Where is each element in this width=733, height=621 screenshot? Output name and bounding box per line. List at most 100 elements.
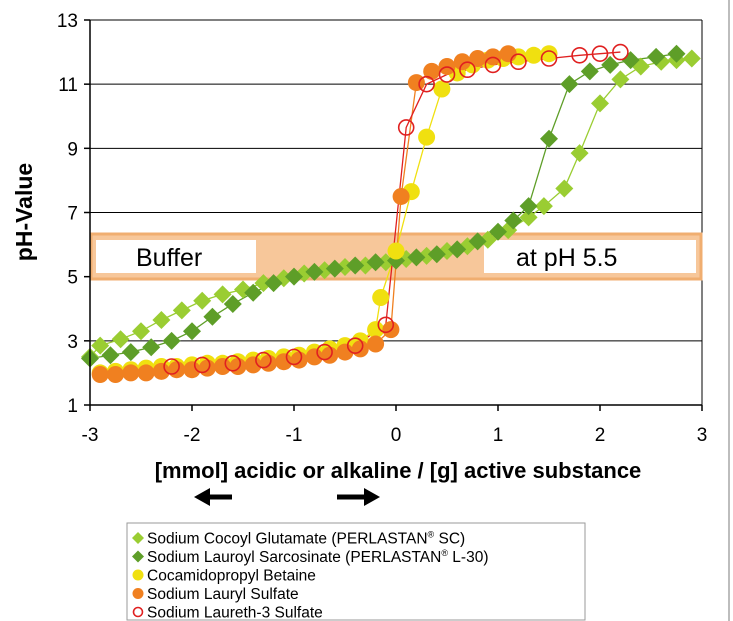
data-point [682, 49, 701, 68]
data-point [418, 128, 436, 146]
series-2-markers [81, 44, 686, 368]
data-point [448, 240, 467, 259]
data-point [510, 53, 527, 71]
data-point [305, 348, 323, 366]
data-point [459, 61, 476, 79]
data-point [647, 47, 666, 66]
data-point [611, 70, 630, 89]
buffer-label-bg [96, 240, 256, 273]
data-point [132, 322, 150, 341]
data-point [183, 322, 201, 341]
data-point [438, 66, 456, 83]
data-point [168, 361, 186, 379]
series-5-markers [163, 43, 629, 375]
data-point [392, 187, 410, 205]
data-point [484, 56, 502, 74]
data-point [260, 354, 277, 372]
y-tick-label: 5 [67, 268, 78, 289]
data-point [367, 335, 385, 353]
legend-label: Sodium Lauroyl Sarcosinate (PERLASTAN® L… [147, 548, 488, 566]
x-tick-label: 3 [697, 425, 708, 446]
data-point [367, 321, 385, 339]
y-tick-label: 1 [67, 396, 78, 417]
x-tick-label: 2 [595, 425, 606, 446]
data-point [172, 301, 191, 320]
legend: Sodium Cocoyl Glutamate (PERLASTAN® SC)S… [126, 522, 586, 621]
data-point [631, 57, 650, 76]
data-point [213, 285, 232, 304]
data-point [193, 356, 211, 374]
legend-entry: Sodium Lauroyl Sarcosinate (PERLASTAN® L… [132, 548, 488, 566]
legend-label: Sodium Lauryl Sulfate [147, 586, 299, 603]
y-tick-label: 7 [67, 204, 78, 225]
legend-box [126, 522, 586, 621]
data-point [601, 55, 620, 74]
data-point [264, 274, 283, 293]
data-point [198, 359, 216, 377]
legend-label: Sodium Laureth-3 Sulfate [147, 605, 323, 621]
series-line [171, 51, 621, 368]
data-point [499, 45, 517, 63]
data-point [111, 330, 130, 349]
data-point [591, 45, 609, 62]
data-point [377, 316, 395, 334]
data-point [132, 550, 144, 563]
data-point [285, 267, 303, 286]
data-point [372, 289, 390, 307]
data-point [290, 351, 308, 369]
data-point [183, 361, 201, 379]
data-point [387, 242, 405, 260]
data-point [489, 222, 507, 241]
left-arrow [194, 488, 232, 506]
x-axis-label: [mmol] acidic or alkaline / [g] active s… [155, 458, 642, 483]
data-point [407, 248, 426, 267]
data-point [137, 364, 155, 382]
data-point [621, 51, 640, 70]
buffer-band: Buffer at pH 5.5 [89, 232, 703, 281]
data-point [91, 336, 110, 355]
data-point [570, 144, 589, 163]
y-tick-label: 13 [57, 11, 78, 32]
x-tick-label: 0 [391, 425, 402, 446]
data-point [346, 256, 365, 275]
data-point [525, 46, 543, 64]
data-point [540, 45, 558, 63]
legend-entry: Cocamidopropyl Betaine [132, 568, 316, 585]
data-point [132, 569, 144, 581]
buffer-label-right-bg [484, 240, 696, 273]
legend-label: Sodium Cocoyl Glutamate (PERLASTAN® SC) [147, 530, 465, 548]
data-point [540, 129, 558, 148]
data-point [224, 354, 242, 372]
data-point [162, 331, 181, 350]
data-point [91, 366, 109, 384]
data-point [376, 253, 395, 272]
x-tick-label: -1 [286, 425, 303, 446]
data-point [423, 62, 441, 80]
y-tick-label: 3 [67, 332, 78, 353]
data-point [163, 358, 180, 375]
x-tick-label: -3 [82, 425, 99, 446]
data-point [214, 358, 232, 375]
data-point [152, 310, 171, 329]
series-line [100, 53, 550, 374]
data-point [193, 291, 212, 310]
data-point [316, 343, 333, 361]
legend-entry: Sodium Cocoyl Glutamate (PERLASTAN® SC) [132, 530, 465, 548]
x-ticks: -3 -2 -1 0 1 2 3 [82, 405, 708, 446]
data-point [244, 356, 262, 374]
series-3-markers [91, 45, 558, 382]
data-point [468, 232, 487, 251]
data-point [285, 348, 303, 366]
data-point [433, 80, 451, 98]
data-point [427, 245, 446, 264]
data-point [122, 364, 140, 382]
data-point [336, 343, 354, 361]
data-point [121, 343, 140, 362]
y-tick-label: 11 [58, 75, 78, 96]
data-point [325, 259, 344, 278]
data-point [504, 211, 523, 230]
data-point [555, 179, 574, 198]
data-point [397, 119, 415, 136]
data-point [407, 74, 425, 92]
